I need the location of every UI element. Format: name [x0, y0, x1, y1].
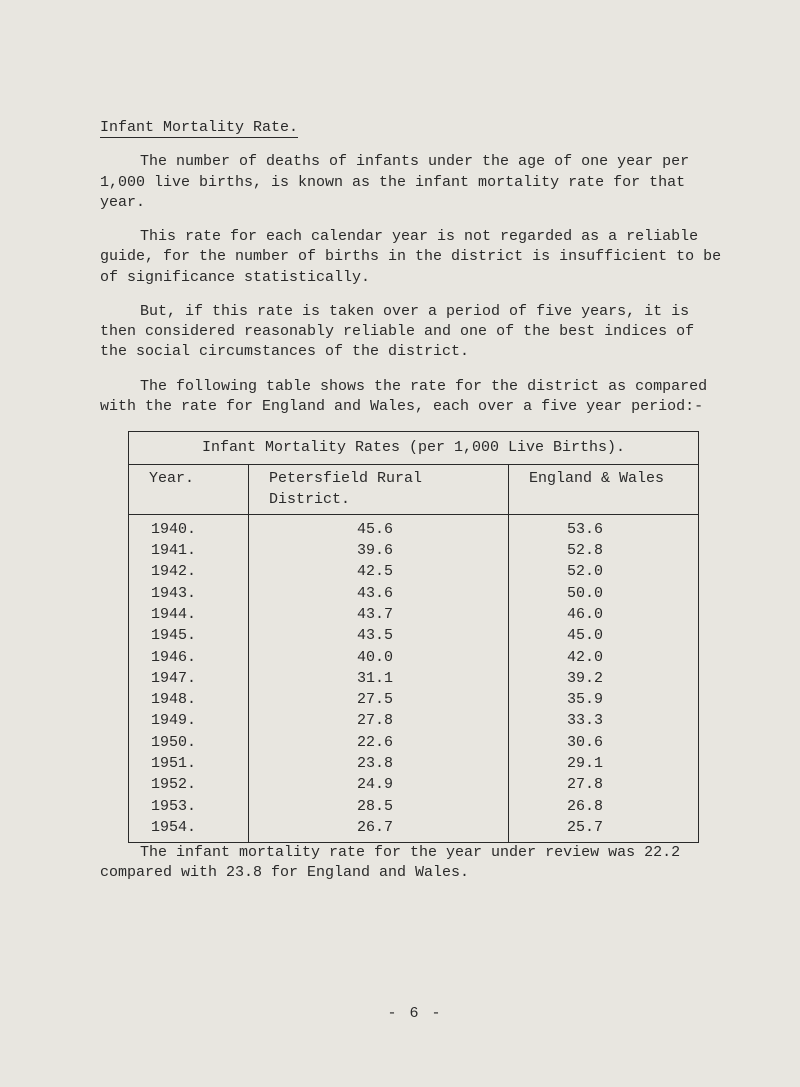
rate: 27.8	[357, 710, 500, 731]
year: 1950.	[151, 732, 240, 753]
paragraph-2: This rate for each calendar year is not …	[100, 227, 730, 288]
rate: 31.1	[357, 668, 500, 689]
rate: 39.2	[567, 668, 690, 689]
col-header-year: Year.	[129, 465, 249, 515]
rate: 29.1	[567, 753, 690, 774]
rate: 42.5	[357, 561, 500, 582]
rate: 40.0	[357, 647, 500, 668]
rate: 26.8	[567, 796, 690, 817]
rate: 45.0	[567, 625, 690, 646]
table-title: Infant Mortality Rates (per 1,000 Live B…	[129, 432, 699, 465]
year: 1944.	[151, 604, 240, 625]
rate: 45.6	[357, 519, 500, 540]
year-list: 1940. 1941. 1942. 1943. 1944. 1945. 1946…	[137, 519, 240, 838]
year: 1953.	[151, 796, 240, 817]
rate: 42.0	[567, 647, 690, 668]
rate: 46.0	[567, 604, 690, 625]
rate: 27.8	[567, 774, 690, 795]
district-list: 45.6 39.6 42.5 43.6 43.7 43.5 40.0 31.1 …	[257, 519, 500, 838]
year: 1946.	[151, 647, 240, 668]
year: 1942.	[151, 561, 240, 582]
heading-text: Infant Mortality Rate.	[100, 119, 298, 138]
rate: 53.6	[567, 519, 690, 540]
rate: 33.3	[567, 710, 690, 731]
col-header-engwales: England & Wales	[509, 465, 699, 515]
rate: 26.7	[357, 817, 500, 838]
rate: 50.0	[567, 583, 690, 604]
table-header-row: Year. Petersfield Rural District. Englan…	[129, 465, 699, 515]
page-number: - 6 -	[100, 1004, 730, 1024]
cell-district: 45.6 39.6 42.5 43.6 43.7 43.5 40.0 31.1 …	[249, 514, 509, 842]
year: 1951.	[151, 753, 240, 774]
rate: 22.6	[357, 732, 500, 753]
page-heading: Infant Mortality Rate.	[100, 118, 730, 138]
rate: 23.8	[357, 753, 500, 774]
rate: 43.5	[357, 625, 500, 646]
table-data-row: 1940. 1941. 1942. 1943. 1944. 1945. 1946…	[129, 514, 699, 842]
year: 1947.	[151, 668, 240, 689]
paragraph-4: The following table shows the rate for t…	[100, 377, 730, 418]
rate: 30.6	[567, 732, 690, 753]
year: 1949.	[151, 710, 240, 731]
mortality-rates-table: Infant Mortality Rates (per 1,000 Live B…	[128, 431, 699, 843]
cell-engwales: 53.6 52.8 52.0 50.0 46.0 45.0 42.0 39.2 …	[509, 514, 699, 842]
year: 1954.	[151, 817, 240, 838]
rate: 24.9	[357, 774, 500, 795]
table-title-row: Infant Mortality Rates (per 1,000 Live B…	[129, 432, 699, 465]
year: 1948.	[151, 689, 240, 710]
rate: 27.5	[357, 689, 500, 710]
rate: 28.5	[357, 796, 500, 817]
rate: 43.7	[357, 604, 500, 625]
paragraph-3: But, if this rate is taken over a period…	[100, 302, 730, 363]
year: 1945.	[151, 625, 240, 646]
rate: 35.9	[567, 689, 690, 710]
year: 1941.	[151, 540, 240, 561]
engwales-list: 53.6 52.8 52.0 50.0 46.0 45.0 42.0 39.2 …	[517, 519, 690, 838]
paragraph-1: The number of deaths of infants under th…	[100, 152, 730, 213]
col-header-district: Petersfield Rural District.	[249, 465, 509, 515]
rate: 43.6	[357, 583, 500, 604]
year: 1943.	[151, 583, 240, 604]
page: Infant Mortality Rate. The number of dea…	[0, 0, 800, 1087]
footnote: The infant mortality rate for the year u…	[100, 843, 730, 884]
cell-years: 1940. 1941. 1942. 1943. 1944. 1945. 1946…	[129, 514, 249, 842]
rate: 52.0	[567, 561, 690, 582]
rate: 25.7	[567, 817, 690, 838]
year: 1940.	[151, 519, 240, 540]
rate: 52.8	[567, 540, 690, 561]
year: 1952.	[151, 774, 240, 795]
rate: 39.6	[357, 540, 500, 561]
